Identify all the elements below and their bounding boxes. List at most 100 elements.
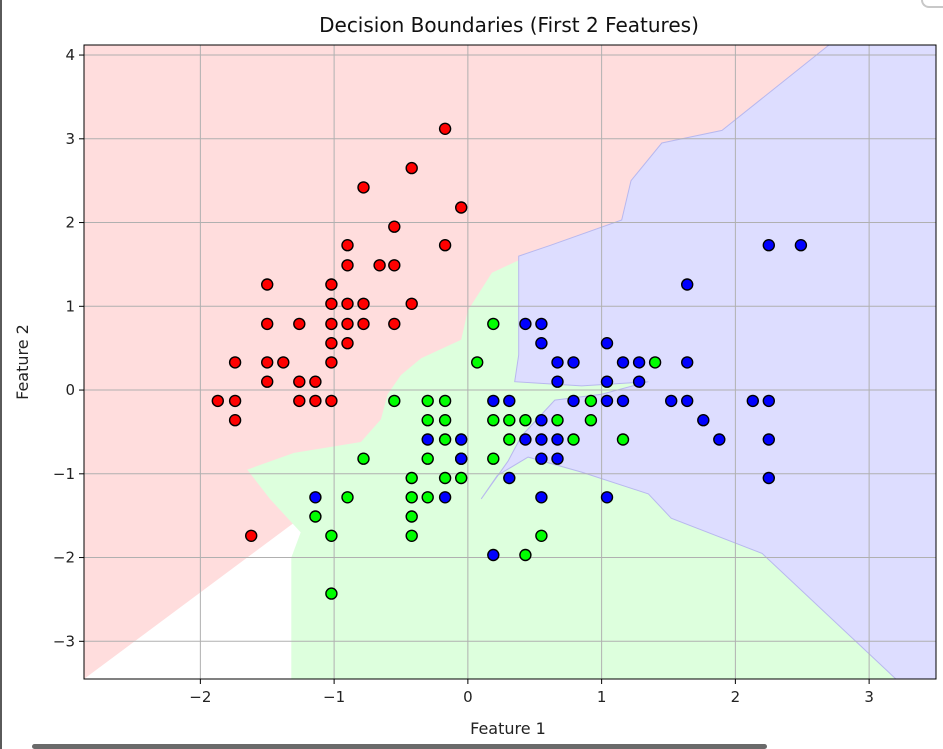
data-point [341,317,354,331]
data-point [405,491,418,504]
data-point [438,394,452,408]
data-point [341,238,354,252]
data-point [309,394,322,408]
data-point [405,529,418,542]
data-point [535,452,548,465]
data-point [567,433,580,446]
x-tick-label: −1 [323,688,345,706]
horizontal-scrollbar[interactable] [32,744,767,749]
data-point [325,529,338,542]
data-point [325,587,338,600]
data-point [471,356,484,369]
data-point [503,471,516,485]
y-tick-label: 1 [65,297,75,315]
data-point [438,471,452,485]
data-point [228,394,242,408]
data-point [794,238,808,252]
data-point [405,297,418,310]
data-point [438,433,452,446]
y-tick-label: 0 [65,381,75,399]
y-tick-label: 4 [65,46,75,64]
data-point [261,356,274,369]
data-point [421,452,434,465]
data-point [551,433,564,446]
data-point [325,337,338,350]
data-point [681,394,694,408]
data-point [519,317,532,331]
data-point [293,394,306,408]
data-point [713,433,726,446]
data-point [421,433,434,446]
x-tick-label: 3 [864,688,874,706]
data-point [535,337,548,350]
data-point [762,394,775,408]
data-point [551,452,564,465]
data-point [309,491,322,504]
window-edge-left [0,0,2,749]
data-point [584,394,598,408]
data-point [600,491,614,504]
data-point [567,394,580,408]
data-point [455,452,468,465]
data-point [309,510,322,523]
y-tick-label: 3 [65,130,75,148]
data-point [309,375,322,388]
data-point [535,529,548,542]
data-point [421,491,434,504]
data-point [681,278,694,291]
data-point [487,414,500,427]
data-point [277,356,290,369]
chart-title: Decision Boundaries (First 2 Features) [319,13,699,37]
data-point [228,414,242,427]
decision-regions [84,45,936,679]
data-point [325,356,338,369]
data-point [616,394,630,408]
data-point [600,375,614,388]
data-point [487,394,500,408]
data-point [405,161,418,175]
data-point [697,414,710,427]
data-point [341,297,354,310]
data-point [519,548,532,562]
data-point [665,394,678,408]
data-point [487,452,500,465]
data-point [616,356,630,369]
data-point [535,317,548,331]
data-point [388,259,401,272]
data-point [388,394,401,408]
data-point [388,317,401,331]
data-point [762,238,775,252]
y-tick-label: −1 [53,465,75,483]
data-point [584,414,598,427]
data-point [551,414,564,427]
data-point [632,375,646,388]
data-point [487,317,500,331]
x-tick-label: 2 [731,688,741,706]
data-point [762,471,775,485]
data-point [503,414,516,427]
data-point [405,510,418,523]
data-point [325,278,338,291]
data-point [438,122,452,136]
data-point [341,491,354,504]
y-tick-label: −3 [53,632,75,650]
data-point [341,337,354,350]
data-point [341,259,354,272]
data-point [648,356,662,369]
data-point [681,356,694,369]
x-axis-label: Feature 1 [470,719,546,738]
data-point [261,317,274,331]
y-axis-label: Feature 2 [13,324,32,400]
y-tick-label: 2 [65,214,75,232]
data-point [535,491,548,504]
data-point [535,433,548,446]
data-point [325,394,338,408]
data-point [438,238,452,252]
data-point [261,278,274,291]
data-point [519,433,532,446]
x-axis-ticks: −2 −1 0 1 2 3 [189,679,874,706]
data-point [357,317,370,331]
data-point [388,220,401,233]
data-point [503,433,516,446]
data-point [519,414,532,427]
